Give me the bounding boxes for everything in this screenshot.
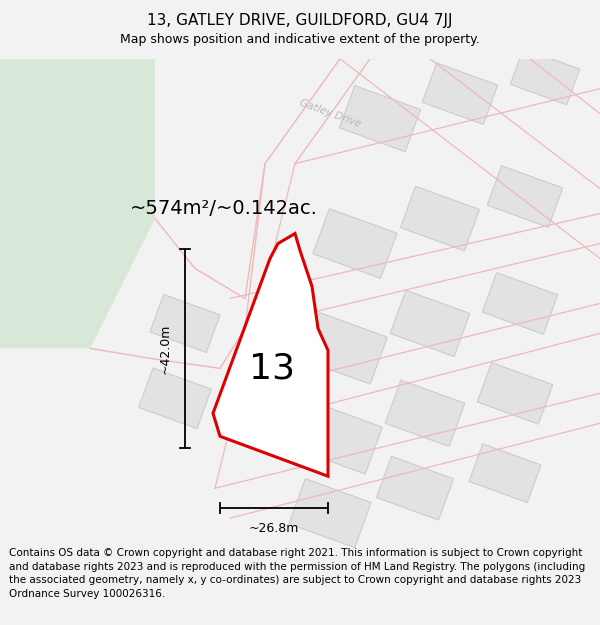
Polygon shape (289, 479, 371, 548)
Polygon shape (340, 86, 421, 152)
Polygon shape (376, 456, 454, 520)
Polygon shape (0, 59, 155, 348)
Text: Contains OS data © Crown copyright and database right 2021. This information is : Contains OS data © Crown copyright and d… (9, 548, 585, 599)
Polygon shape (302, 312, 388, 384)
Polygon shape (313, 209, 397, 278)
Polygon shape (511, 49, 580, 105)
Polygon shape (385, 380, 465, 446)
Polygon shape (390, 290, 470, 357)
Text: Map shows position and indicative extent of the property.: Map shows position and indicative extent… (120, 33, 480, 46)
Text: 13: 13 (249, 351, 295, 386)
Text: ~26.8m: ~26.8m (249, 522, 299, 534)
Text: ~42.0m: ~42.0m (158, 323, 172, 374)
Text: ~574m²/~0.142ac.: ~574m²/~0.142ac. (130, 199, 318, 217)
Text: 13, GATLEY DRIVE, GUILDFORD, GU4 7JJ: 13, GATLEY DRIVE, GUILDFORD, GU4 7JJ (147, 13, 453, 28)
Polygon shape (469, 444, 541, 503)
Polygon shape (139, 368, 211, 429)
Polygon shape (422, 63, 498, 124)
Polygon shape (482, 272, 558, 334)
Polygon shape (401, 186, 479, 251)
Polygon shape (213, 234, 328, 476)
Polygon shape (298, 402, 382, 474)
Text: Gatley Drive: Gatley Drive (298, 98, 362, 129)
Polygon shape (487, 166, 563, 228)
Polygon shape (477, 362, 553, 424)
Polygon shape (150, 294, 220, 352)
